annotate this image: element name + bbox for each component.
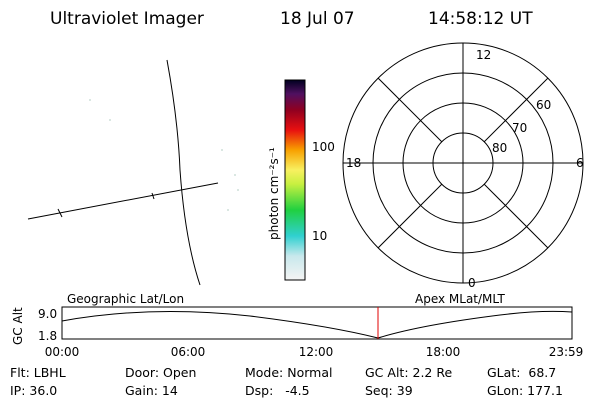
info-field: GC Alt: 2.2 Re xyxy=(365,365,452,380)
plot-title: Apex MLat/MLT xyxy=(415,292,505,306)
y-tick-label: 9.0 xyxy=(38,307,57,321)
polar-label: 12 xyxy=(476,48,491,62)
info-block: Flt: LBHL Door: Open Mode: Normal GC Alt: 2… xyxy=(10,365,563,398)
date: 18 Jul 07 xyxy=(280,9,355,29)
polar-grid xyxy=(342,42,584,284)
faint-dots xyxy=(89,99,239,211)
info-field: Dsp: -4.5 xyxy=(245,383,310,398)
ring-label: 60 xyxy=(536,98,551,112)
time: 14:58:12 UT xyxy=(428,9,533,29)
polar-label: 6 xyxy=(576,156,584,170)
y-tick-label: 1.8 xyxy=(38,329,57,343)
polar-label: 0 xyxy=(468,276,476,290)
tick xyxy=(151,192,155,200)
info-field: Gain: 14 xyxy=(125,383,178,398)
info-field: GLat: 68.7 xyxy=(487,365,556,380)
plot-frame xyxy=(61,306,573,340)
info-field: Flt: LBHL xyxy=(10,365,66,380)
geo-image xyxy=(27,59,239,286)
colorbar xyxy=(284,79,306,281)
title: Ultraviolet Imager xyxy=(50,9,204,29)
y-label: GC Alt xyxy=(11,307,25,345)
colorbar-tick: 100 xyxy=(312,140,335,154)
x-tick-label: 06:00 xyxy=(171,345,206,359)
info-field: Mode: Normal xyxy=(245,365,332,380)
tick xyxy=(57,208,63,218)
x-tick-label: 00:00 xyxy=(45,345,80,359)
x-tick-label: 18:00 xyxy=(426,345,461,359)
colorbar-label: photon cm⁻²s⁻¹ xyxy=(267,147,281,240)
ring-label: 80 xyxy=(492,141,507,155)
info-field: Seq: 39 xyxy=(365,383,413,398)
plot-title: Geographic Lat/Lon xyxy=(67,292,184,306)
altitude-curve xyxy=(61,310,573,339)
info-field: IP: 36.0 xyxy=(10,383,57,398)
info-field: Door: Open xyxy=(125,365,196,380)
colorbar-tick: 10 xyxy=(312,229,327,243)
parallel xyxy=(27,182,219,220)
x-tick-label: 23:59 xyxy=(549,345,584,359)
info-field: GLon: 177.1 xyxy=(487,383,563,398)
x-tick-label: 12:00 xyxy=(299,345,334,359)
meridian xyxy=(166,59,201,286)
ring-label: 70 xyxy=(512,121,527,135)
polar-label: 18 xyxy=(346,156,361,170)
